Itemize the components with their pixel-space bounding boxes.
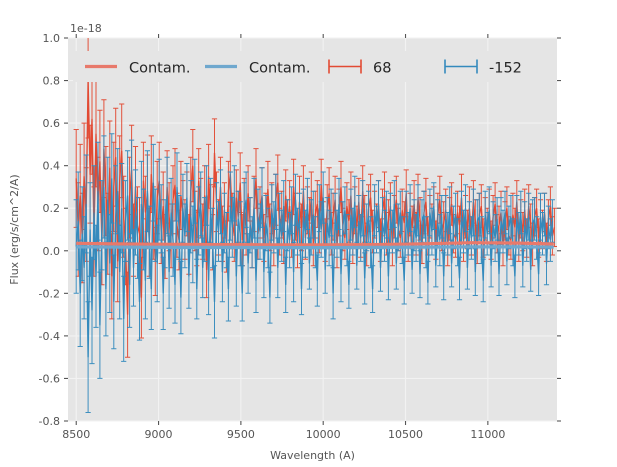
ytick-label: 0.0 — [43, 245, 61, 258]
y-axis-offset-text: 1e-18 — [70, 22, 102, 35]
data-series-group — [73, 38, 557, 413]
series-152 — [73, 133, 555, 413]
ytick-label: -0.2 — [39, 287, 60, 300]
legend-entry-2[interactable]: 68 — [328, 59, 391, 77]
xtick-label: 9500 — [227, 428, 255, 441]
xtick-label: 11000 — [470, 428, 505, 441]
legend: Contam. Contam. 68 -152 — [73, 51, 556, 82]
ytick-label: -0.8 — [39, 415, 60, 428]
ytick-label: -0.6 — [39, 372, 60, 385]
legend-entry-3[interactable]: -152 — [444, 59, 522, 77]
ytick-label: 0.8 — [43, 75, 61, 88]
ytick-label: 1.0 — [43, 32, 61, 45]
legend-entry-1[interactable]: Contam. — [205, 61, 311, 77]
legend-entry-label: 68 — [373, 61, 391, 77]
legend-entry-0[interactable]: Contam. — [85, 61, 191, 77]
axis-ticks: -0.8 -0.6 -0.4 -0.2 0.0 0.2 0.4 0.6 0.8 1.0 8500 90… — [39, 32, 561, 441]
ytick-label: 0.4 — [43, 160, 61, 173]
contamination-line-0 — [76, 241, 554, 247]
legend-entry-label: -152 — [489, 61, 522, 77]
legend-errorbar-swatch — [328, 59, 362, 74]
legend-errorbar-swatch — [444, 59, 478, 74]
legend-entry-label: Contam. — [249, 61, 311, 77]
ytick-label: 0.2 — [43, 202, 61, 215]
y-axis-label: Flux (erg/s/cm^2/A) — [8, 174, 21, 284]
ytick-label: 0.6 — [43, 117, 61, 130]
xtick-label: 10500 — [388, 428, 423, 441]
xtick-label: 10000 — [306, 428, 341, 441]
ytick-label: -0.4 — [39, 330, 60, 343]
legend-entry-label: Contam. — [129, 61, 191, 77]
xtick-label: 9000 — [145, 428, 173, 441]
contamination-line-1 — [76, 245, 554, 250]
x-axis-label: Wavelength (A) — [270, 449, 355, 462]
data-line-152 — [75, 178, 554, 358]
xtick-label: 8500 — [62, 428, 90, 441]
